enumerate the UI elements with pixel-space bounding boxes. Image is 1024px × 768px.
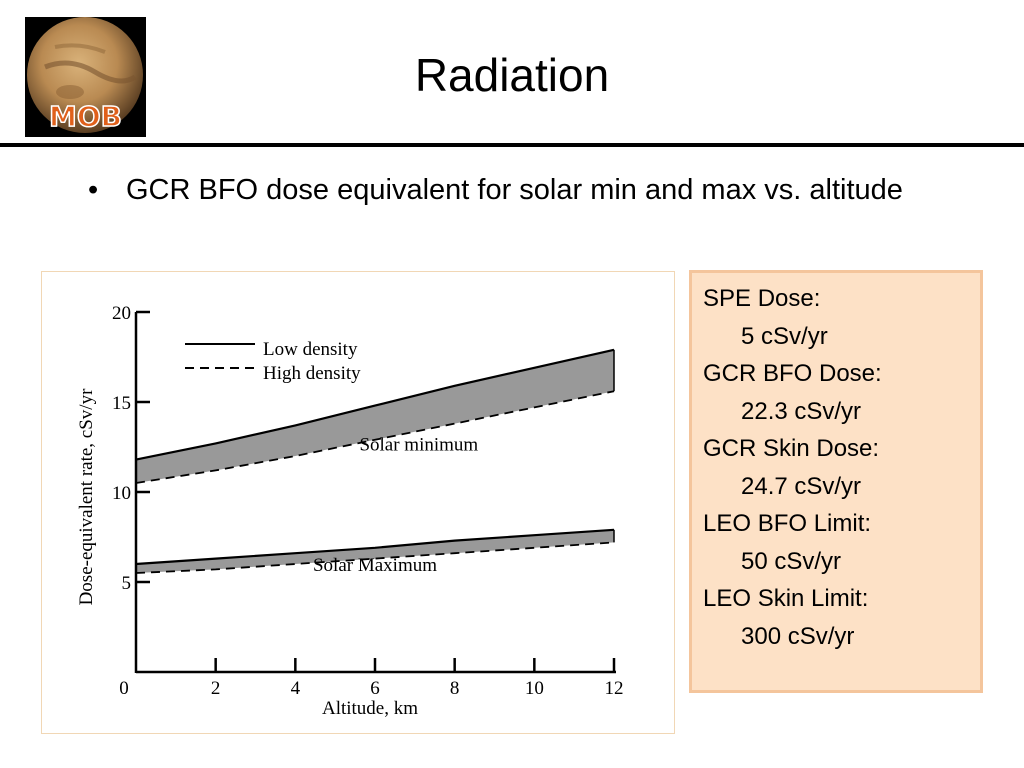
x-tick-label: 12 — [605, 678, 624, 699]
info-label: LEO Skin Limit: — [703, 585, 869, 612]
info-label: SPE Dose: — [703, 285, 821, 312]
mob-logo: MOB — [25, 17, 146, 137]
x-axis-label: Altitude, km — [322, 698, 418, 719]
info-label: GCR Skin Dose: — [703, 435, 880, 462]
y-tick-label: 20 — [112, 303, 131, 324]
dose-info-box: SPE Dose: 5 cSv/yr GCR BFO Dose: 22.3 cSv/y… — [689, 270, 983, 693]
mars-planet-icon — [25, 17, 146, 137]
dose-altitude-chart: 0 2 4 6 8 10 12 5 10 15 20 Altitude, km Dose-equival… — [76, 303, 624, 719]
bullet-text: GCR BFO dose equivalent for solar min an… — [126, 174, 903, 206]
legend-label-high-density: High density — [263, 363, 361, 384]
band-solar-maximum — [136, 529, 614, 573]
chart-frame: 0 2 4 6 8 10 12 5 10 15 20 Altitude, km Dose-equival… — [41, 271, 675, 734]
y-tick-label: 10 — [112, 483, 131, 504]
x-tick-label: 8 — [450, 678, 460, 699]
y-tick-label: 5 — [122, 573, 132, 594]
info-value: 22.3 cSv/yr — [741, 397, 862, 425]
info-value: 50 cSv/yr — [741, 547, 842, 575]
title-divider — [0, 143, 1024, 147]
legend-label-low-density: Low density — [263, 339, 358, 360]
x-tick-label: 4 — [291, 678, 301, 699]
info-value: 24.7 cSv/yr — [741, 472, 862, 500]
x-tick-label: 2 — [211, 678, 221, 699]
bullet-dot: • — [88, 174, 99, 206]
info-label: GCR BFO Dose: — [703, 360, 882, 387]
series-line-3 — [135, 541, 615, 574]
band-solar-minimum — [136, 349, 614, 483]
page-title: Radiation — [414, 49, 610, 101]
series-line-1 — [135, 390, 615, 484]
info-value: 5 cSv/yr — [741, 322, 828, 350]
annotation-label: Solar minimum — [359, 435, 478, 456]
series-line-2 — [135, 528, 615, 566]
x-tick-label: 10 — [525, 678, 544, 699]
info-value: 300 cSv/yr — [741, 622, 855, 650]
x-tick-label: 0 — [119, 678, 129, 699]
logo-text: MOB — [48, 99, 123, 134]
x-tick-label: 6 — [370, 678, 380, 699]
y-axis-label: Dose-equivalent rate, cSv/yr — [76, 388, 97, 606]
series-line-0 — [135, 348, 615, 461]
annotation-label: Solar Maximum — [313, 555, 437, 576]
y-tick-label: 15 — [112, 393, 131, 414]
info-label: LEO BFO Limit: — [703, 510, 872, 537]
